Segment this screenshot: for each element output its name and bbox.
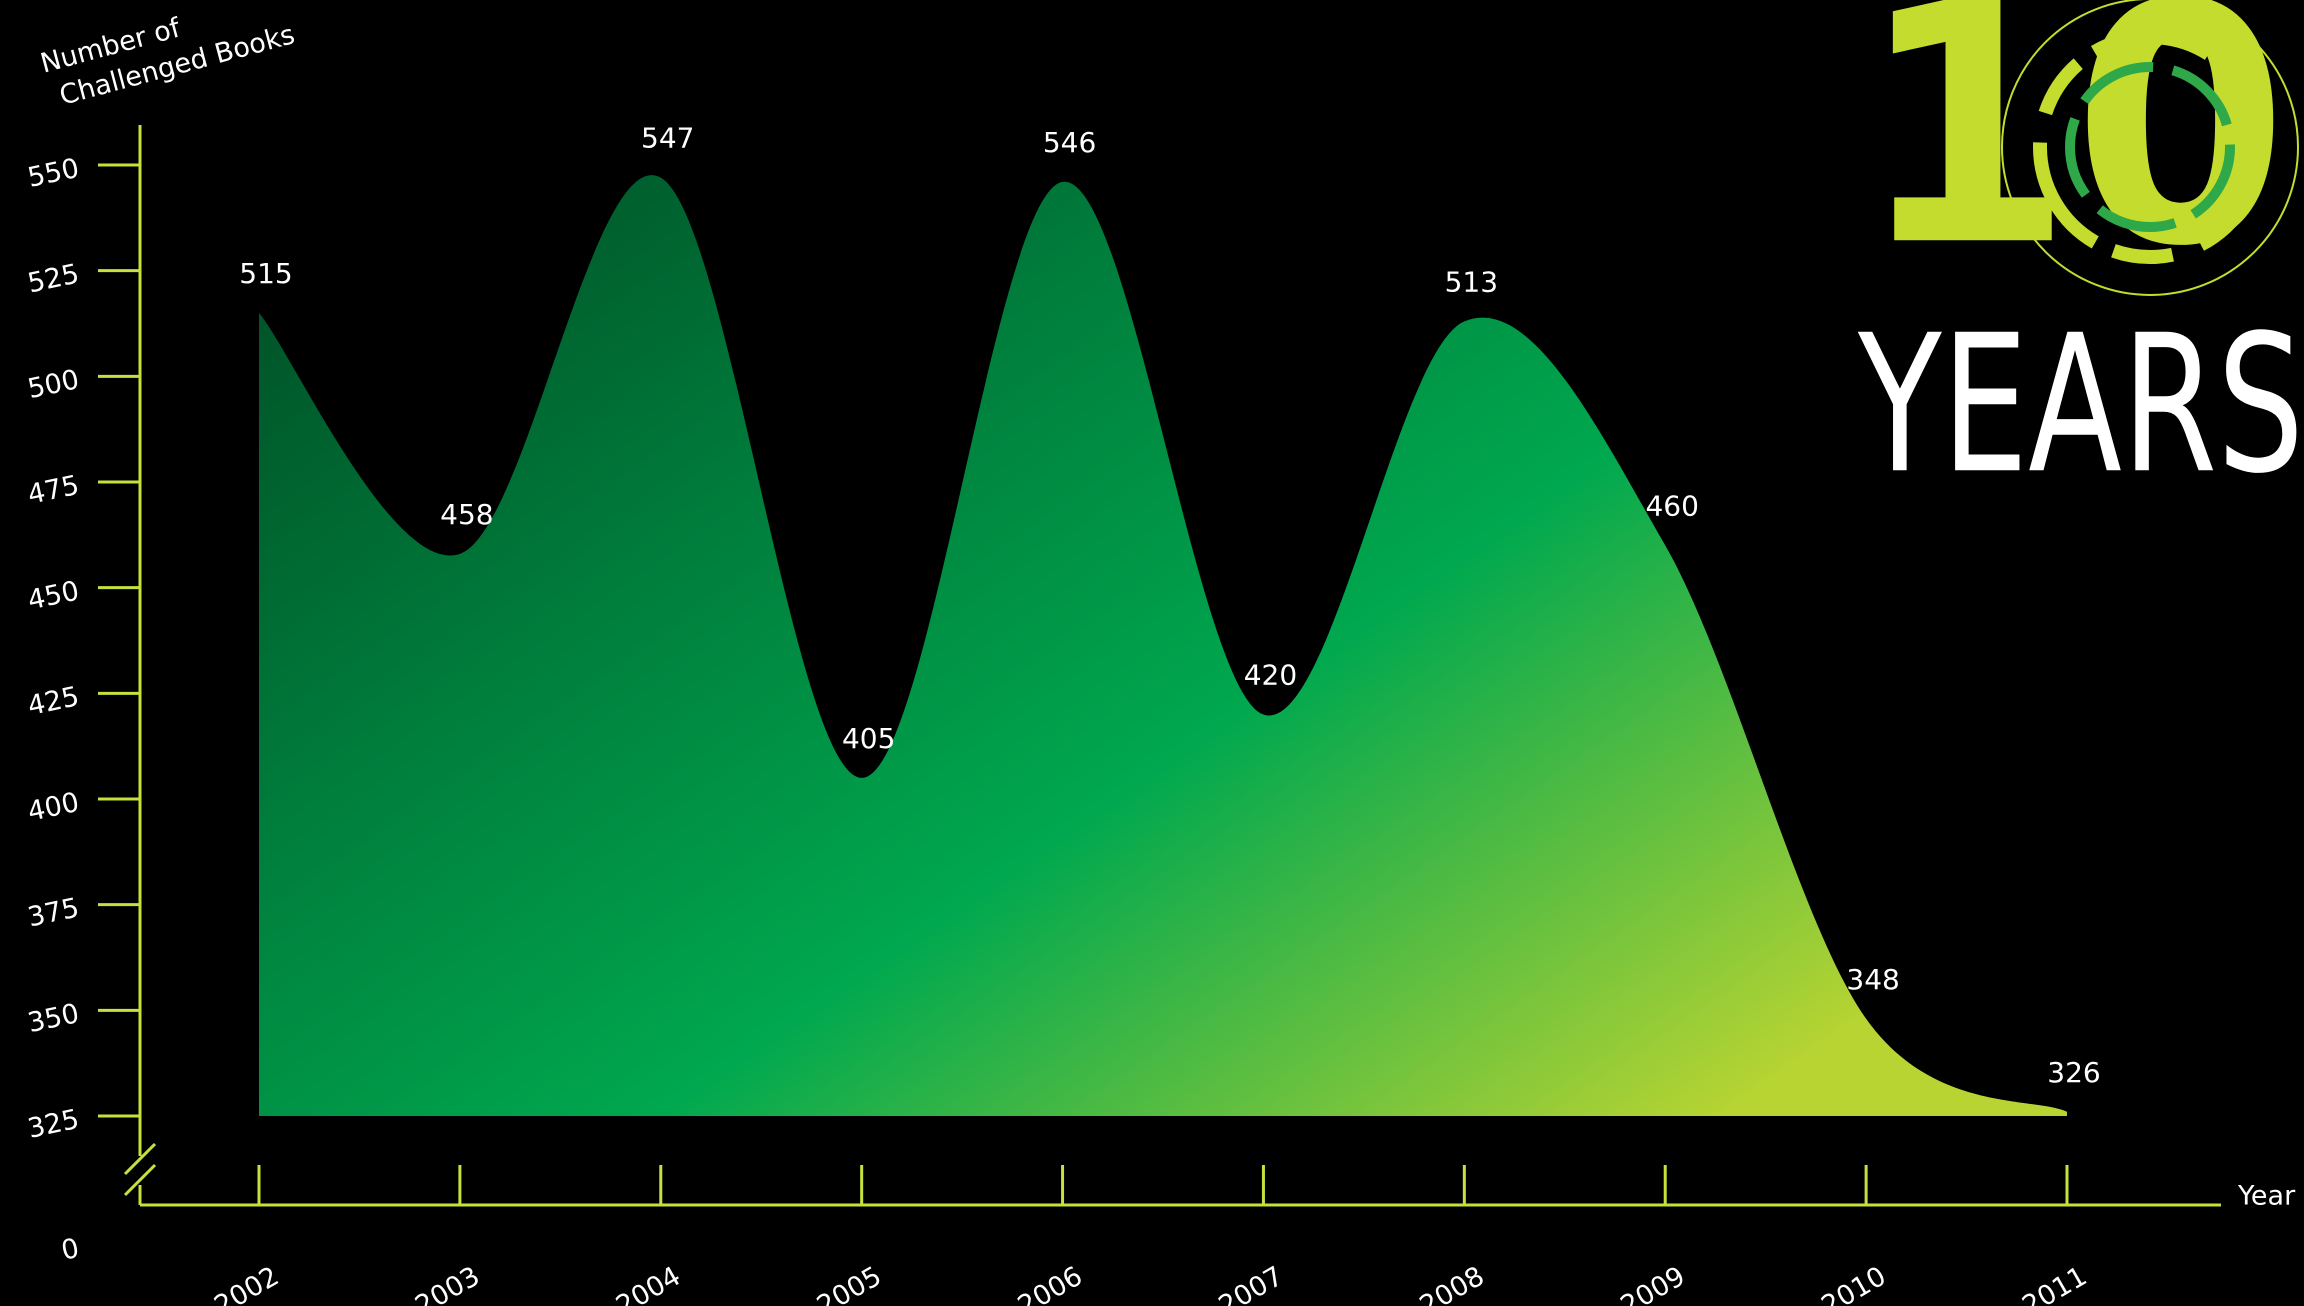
y-tick-label: 400 [25, 787, 82, 828]
y-tick-label: 425 [25, 681, 82, 722]
x-tick-label: 2008 [1415, 1261, 1490, 1306]
x-tick-label: 2004 [611, 1261, 686, 1306]
value-label: 348 [1846, 963, 1899, 996]
x-tick-label: 2011 [2017, 1261, 2092, 1306]
value-label: 547 [641, 122, 694, 155]
axis-break [123, 1163, 157, 1197]
x-tick-label: 2002 [209, 1261, 284, 1306]
value-label: 458 [440, 498, 493, 531]
value-label: 460 [1645, 489, 1698, 522]
badge-word: YEARS [1857, 294, 2304, 515]
value-label: 326 [2047, 1056, 2100, 1089]
y-tick-label: 450 [25, 575, 82, 616]
x-tick-label: 2003 [410, 1261, 485, 1306]
area [259, 175, 2067, 1116]
y-tick-label: 475 [25, 470, 82, 511]
value-label: 515 [239, 257, 292, 290]
x-axis-label: Year [2237, 1181, 2296, 1212]
y-tick-label: 550 [25, 153, 82, 194]
axis-break [123, 1142, 157, 1176]
y-tick-label: 350 [25, 998, 82, 1039]
value-label: 546 [1043, 126, 1096, 159]
x-tick-label: 2009 [1615, 1261, 1690, 1306]
y-tick-label: 500 [25, 364, 82, 405]
badge-rings [2001, 0, 2299, 296]
value-label: 420 [1244, 658, 1297, 691]
y-tick-label: 525 [25, 258, 82, 299]
value-label: 513 [1445, 265, 1498, 298]
x-tick-label: 2005 [812, 1261, 887, 1306]
y-tick-label: 325 [25, 1104, 82, 1145]
value-label: 405 [842, 722, 895, 755]
y-tick-label: 0 [59, 1233, 82, 1267]
x-tick-label: 2010 [1816, 1261, 1891, 1306]
y-axis-label: Number of Challenged Books [37, 12, 298, 112]
x-tick-label: 2006 [1013, 1261, 1088, 1306]
x-tick-label: 2007 [1214, 1261, 1289, 1306]
y-tick-label: 375 [25, 892, 82, 933]
